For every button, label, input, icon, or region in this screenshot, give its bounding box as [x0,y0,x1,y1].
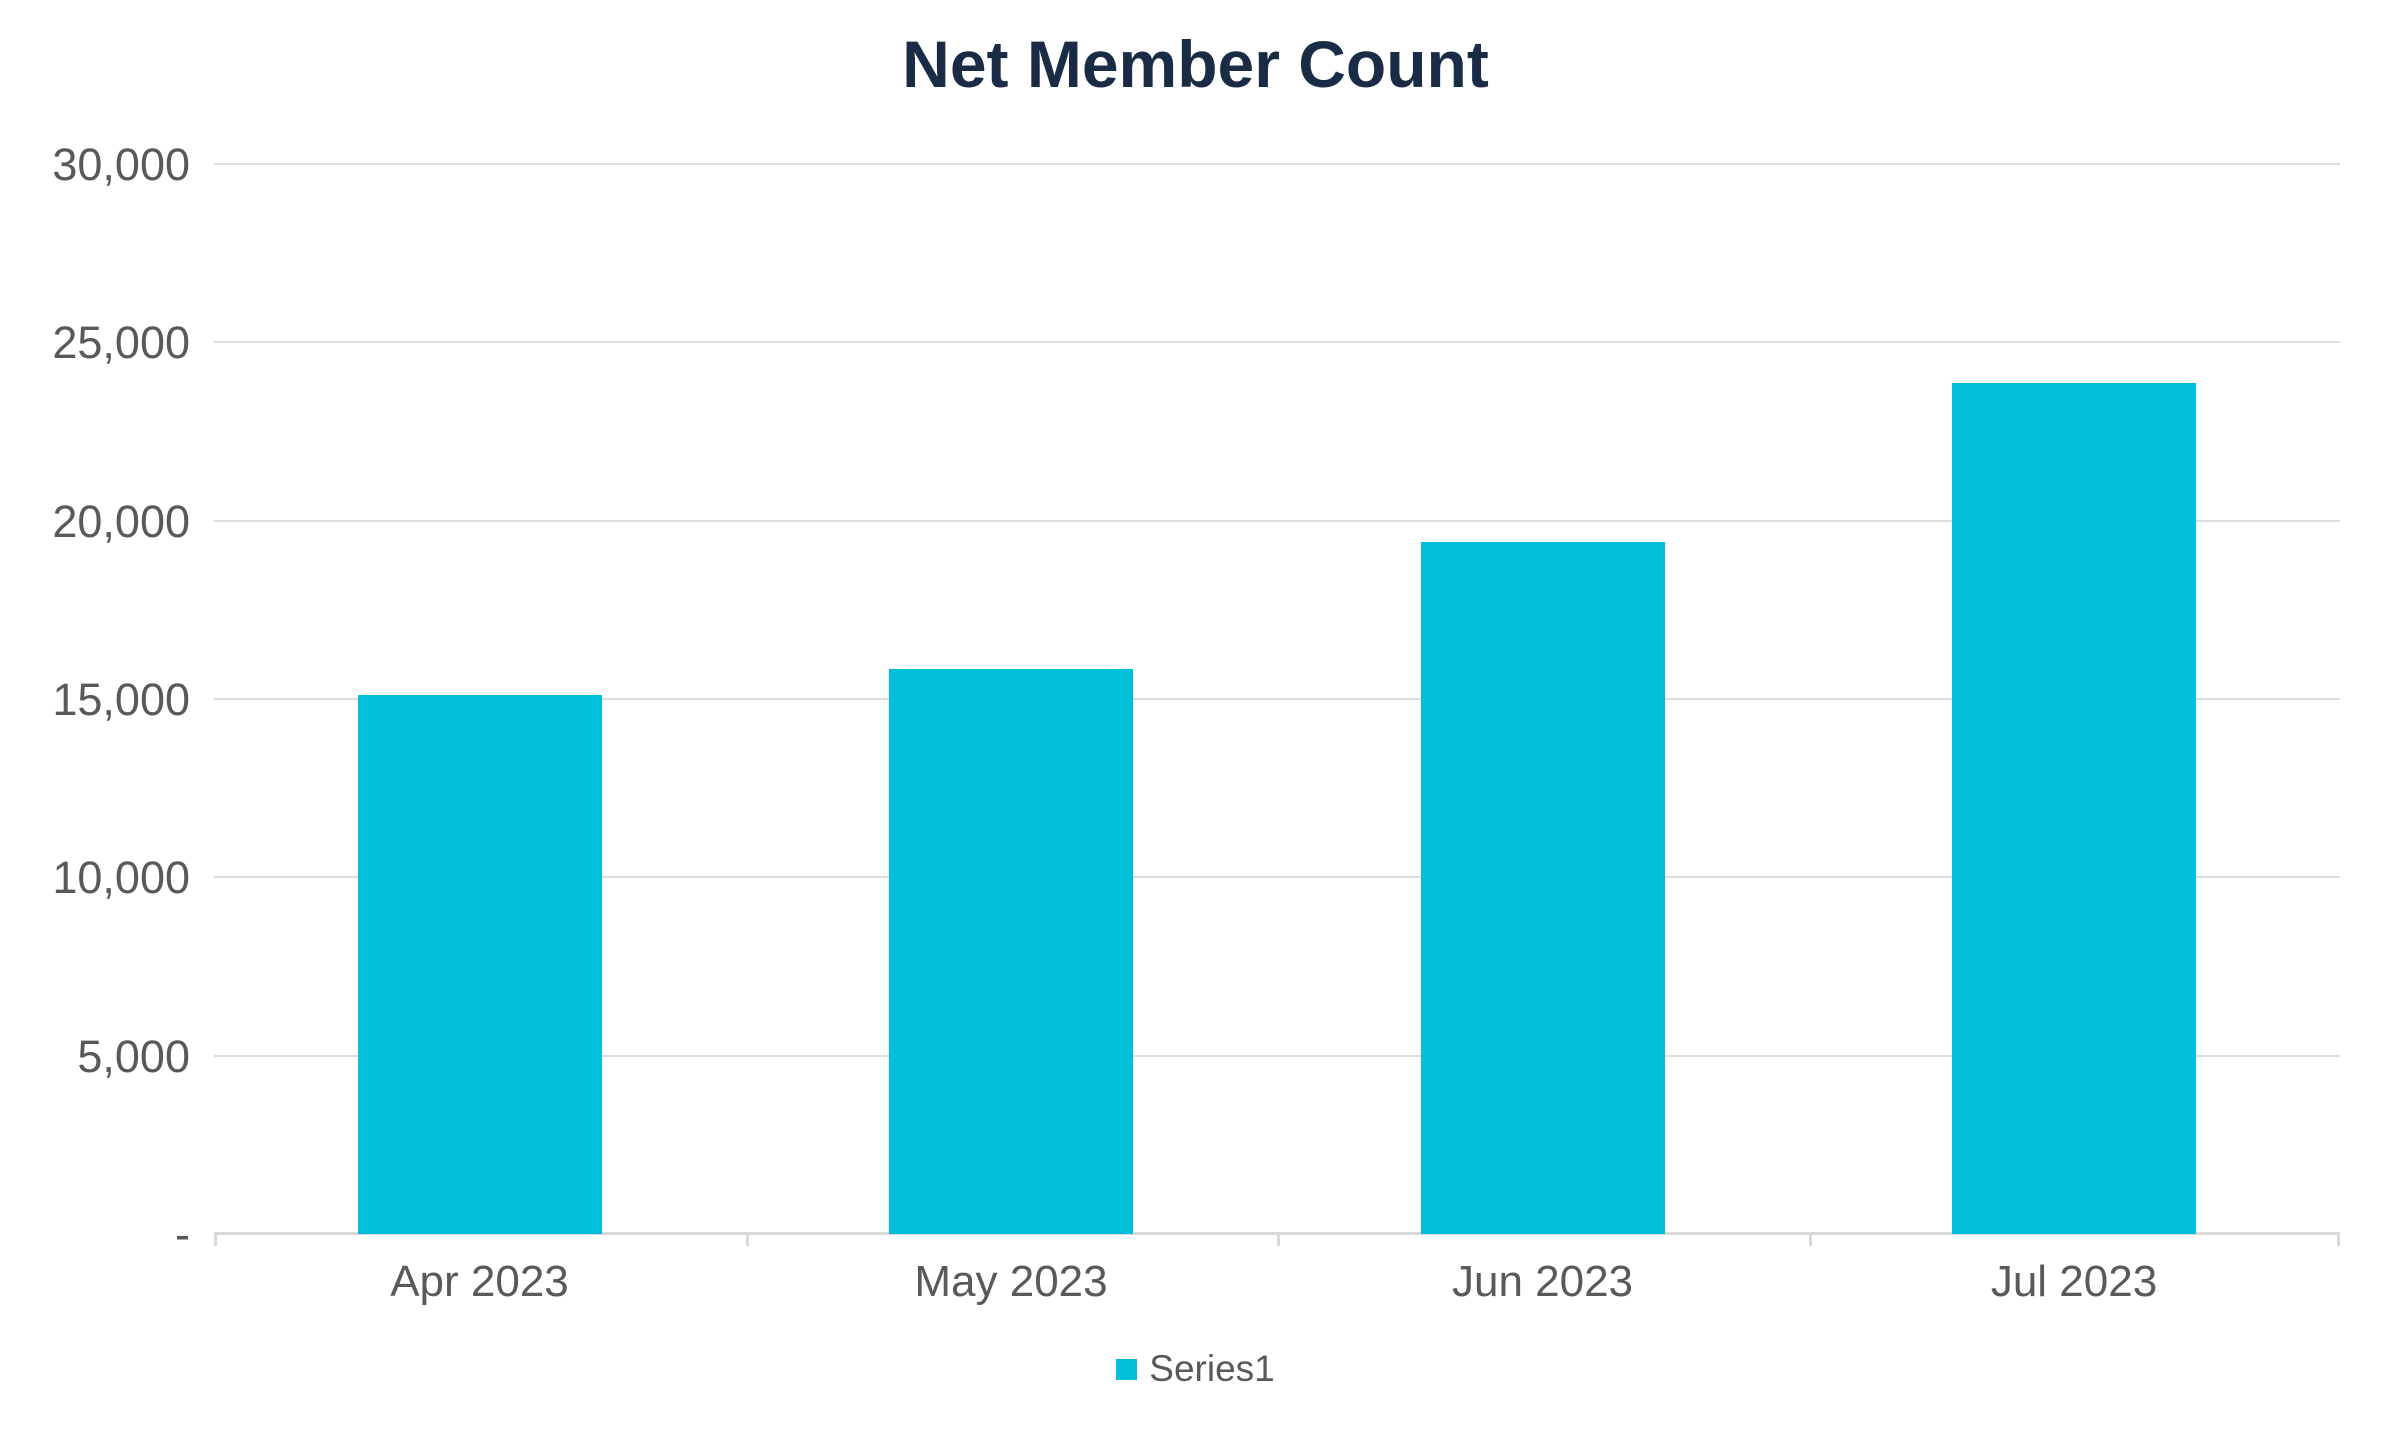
gridline-30000 [214,163,2340,165]
gridline-20000 [214,519,2340,522]
x-axis-tick-1 [746,1232,749,1246]
legend: Series1 [0,1348,2391,1390]
x-axis-tick-3 [1809,1232,1812,1246]
legend-label-series1: Series1 [1149,1348,1275,1389]
y-axis-label-30000: 30,000 [52,139,190,190]
bar-jul-2023 [1952,383,2197,1234]
y-axis-label-20000: 20,000 [52,495,190,547]
y-axis-label-25000: 25,000 [52,317,190,369]
y-axis-label-5000: 5,000 [77,1030,190,1082]
x-axis-tick-0 [214,1232,217,1246]
gridline-15000 [214,698,2340,700]
x-axis-tick-2 [1277,1232,1280,1246]
bar-may-2023 [889,668,1134,1234]
gridline-25000 [214,341,2340,344]
legend-swatch-series1 [1116,1358,1138,1380]
x-axis-label-jun-2023: Jun 2023 [1451,1257,1634,1306]
y-axis-label-15000: 15,000 [52,674,190,725]
y-axis-label-zero: - [175,1209,190,1260]
plot-area [214,163,2340,1246]
x-axis-label-may-2023: May 2023 [914,1257,1108,1306]
bar-jun-2023 [1420,542,1665,1234]
x-axis-tick-4 [2337,1232,2340,1246]
gridline-10000 [214,876,2340,879]
gridline-5000 [214,1054,2340,1057]
bar-apr-2023 [357,695,602,1234]
x-axis-label-apr-2023: Apr 2023 [390,1257,569,1306]
x-axis-label-jul-2023: Jul 2023 [1990,1257,2158,1306]
y-axis-label-10000: 10,000 [52,852,190,904]
chart-title: Net Member Count [902,27,1489,101]
